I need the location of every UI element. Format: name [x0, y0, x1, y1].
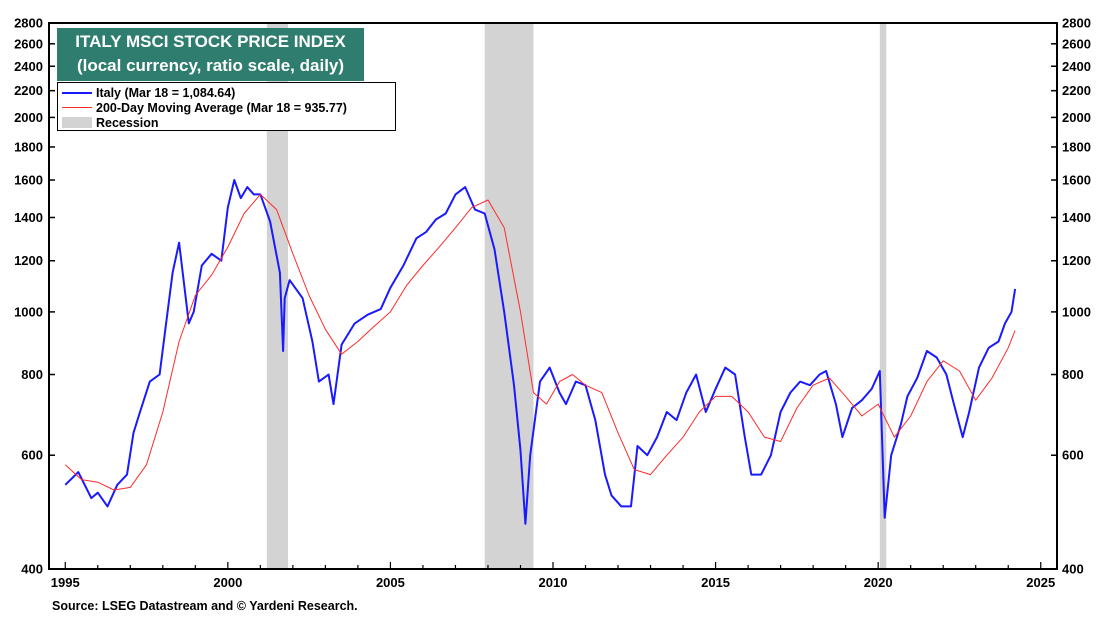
chart-title: ITALY MSCI STOCK PRICE INDEX	[75, 32, 346, 51]
x-tick-label: 2025	[1026, 575, 1055, 590]
recession-band-2	[484, 23, 534, 569]
y-tick-label-right: 2000	[1062, 110, 1091, 125]
y-tick-label-left: 2600	[14, 36, 43, 51]
y-tick-label-left: 400	[21, 562, 43, 577]
y-tick-label-right: 1400	[1062, 210, 1091, 225]
y-tick-label-right: 2200	[1062, 83, 1091, 98]
chart-title-box: ITALY MSCI STOCK PRICE INDEX (local curr…	[57, 28, 364, 81]
y-tick-label-right: 800	[1062, 367, 1084, 382]
legend-swatch-red	[62, 107, 92, 108]
y-tick-label-left: 1400	[14, 210, 43, 225]
y-tick-label-left: 1600	[14, 173, 43, 188]
recession-bands	[266, 23, 887, 569]
y-tick-label-left: 800	[21, 367, 43, 382]
legend-label-recession: Recession	[96, 115, 159, 130]
source-note: Source: LSEG Datastream and © Yardeni Re…	[52, 599, 358, 613]
recession-band-3	[879, 23, 887, 569]
legend-swatch-recession	[62, 117, 92, 128]
y-tick-label-right: 600	[1062, 448, 1084, 463]
x-tick-label: 2015	[701, 575, 730, 590]
y-tick-label-right: 1600	[1062, 173, 1091, 188]
y-tick-label-left: 600	[21, 448, 43, 463]
y-tick-label-left: 2800	[14, 16, 43, 31]
legend-label-moving-average: 200-Day Moving Average (Mar 18 = 935.77)	[96, 100, 347, 115]
y-tick-label-left: 2400	[14, 59, 43, 74]
y-tick-label-left: 1000	[14, 304, 43, 319]
legend-swatch-blue	[62, 91, 92, 94]
y-tick-label-right: 1200	[1062, 253, 1091, 268]
series-line-moving-average	[64, 193, 1016, 491]
y-tick-label-right: 2400	[1062, 59, 1091, 74]
y-tick-label-left: 2200	[14, 83, 43, 98]
legend-item-moving-average: 200-Day Moving Average (Mar 18 = 935.77)	[62, 100, 391, 115]
x-tick-label: 2000	[213, 575, 242, 590]
legend-item-recession: Recession	[62, 115, 391, 130]
legend: Italy (Mar 18 = 1,084.64) 200-Day Moving…	[57, 82, 396, 131]
y-tick-label-right: 2600	[1062, 36, 1091, 51]
y-tick-label-left: 1200	[14, 253, 43, 268]
x-tick-label: 2010	[539, 575, 568, 590]
y-tick-label-right: 400	[1062, 562, 1084, 577]
y-tick-label-right: 1000	[1062, 304, 1091, 319]
x-tick-label: 2005	[376, 575, 405, 590]
y-tick-label-left: 2000	[14, 110, 43, 125]
chart-subtitle: (local currency, ratio scale, daily)	[76, 56, 345, 75]
series-lines	[64, 179, 1017, 525]
legend-item-italy: Italy (Mar 18 = 1,084.64)	[62, 85, 391, 100]
y-tick-label-right: 1800	[1062, 139, 1091, 154]
y-tick-label-right: 2800	[1062, 16, 1091, 31]
x-tick-label: 2020	[864, 575, 893, 590]
recession-band-1	[266, 23, 288, 569]
y-tick-label-left: 1800	[14, 139, 43, 154]
legend-label-italy: Italy (Mar 18 = 1,084.64)	[96, 85, 236, 100]
series-line-italy	[64, 179, 1017, 525]
x-tick-label: 1995	[51, 575, 80, 590]
axes: 400 400 600 600 800 800 1000 1000 1200 1200 1400 14…	[14, 16, 1091, 591]
